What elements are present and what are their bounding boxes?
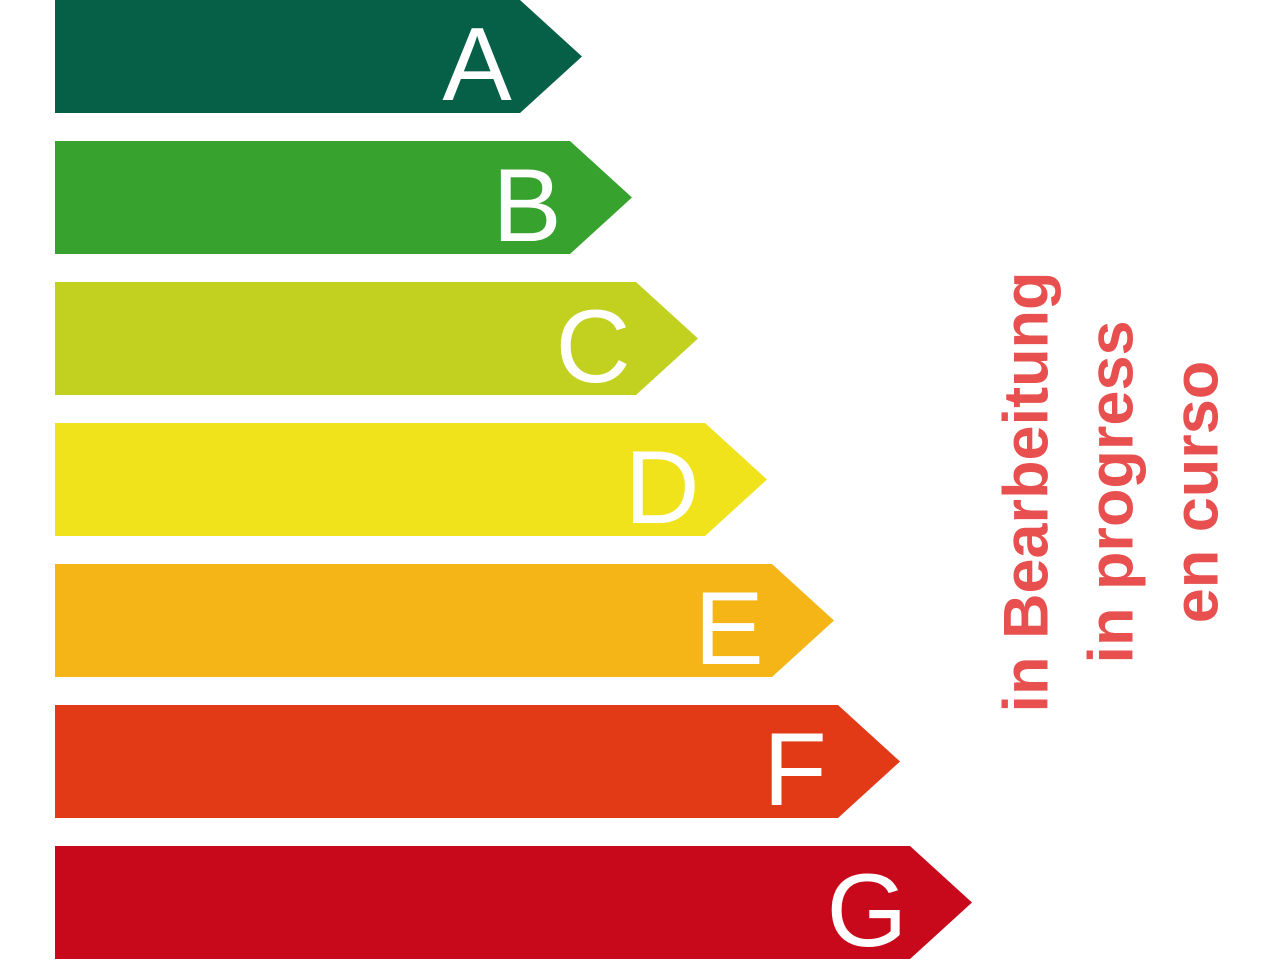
- class-arrow-a: A: [55, 0, 582, 123]
- status-line-english: in progress: [1076, 320, 1147, 664]
- status-line-spanish: en curso: [1161, 360, 1232, 624]
- class-bar: [55, 282, 698, 395]
- class-bar: [55, 141, 632, 254]
- status-text: in Bearbeitung in progress en curso: [985, 192, 1240, 792]
- class-bar: [55, 0, 582, 113]
- class-bar: [55, 564, 834, 677]
- class-arrow-f: F: [55, 705, 900, 828]
- class-letter: B: [492, 148, 561, 264]
- class-bar: [55, 846, 972, 959]
- class-letter: G: [827, 853, 908, 960]
- class-bar: [55, 423, 767, 536]
- class-letter: C: [555, 289, 630, 405]
- class-letter: D: [624, 430, 699, 546]
- class-arrow-g: G: [55, 846, 972, 960]
- class-arrow-c: C: [55, 282, 698, 405]
- class-letter: F: [763, 712, 827, 828]
- status-line-german: in Bearbeitung: [991, 271, 1062, 713]
- class-letter: E: [694, 571, 763, 687]
- class-bar: [55, 705, 900, 818]
- class-arrow-e: E: [55, 564, 834, 687]
- class-arrow-b: B: [55, 141, 632, 264]
- class-arrow-d: D: [55, 423, 767, 546]
- class-letter: A: [442, 7, 512, 123]
